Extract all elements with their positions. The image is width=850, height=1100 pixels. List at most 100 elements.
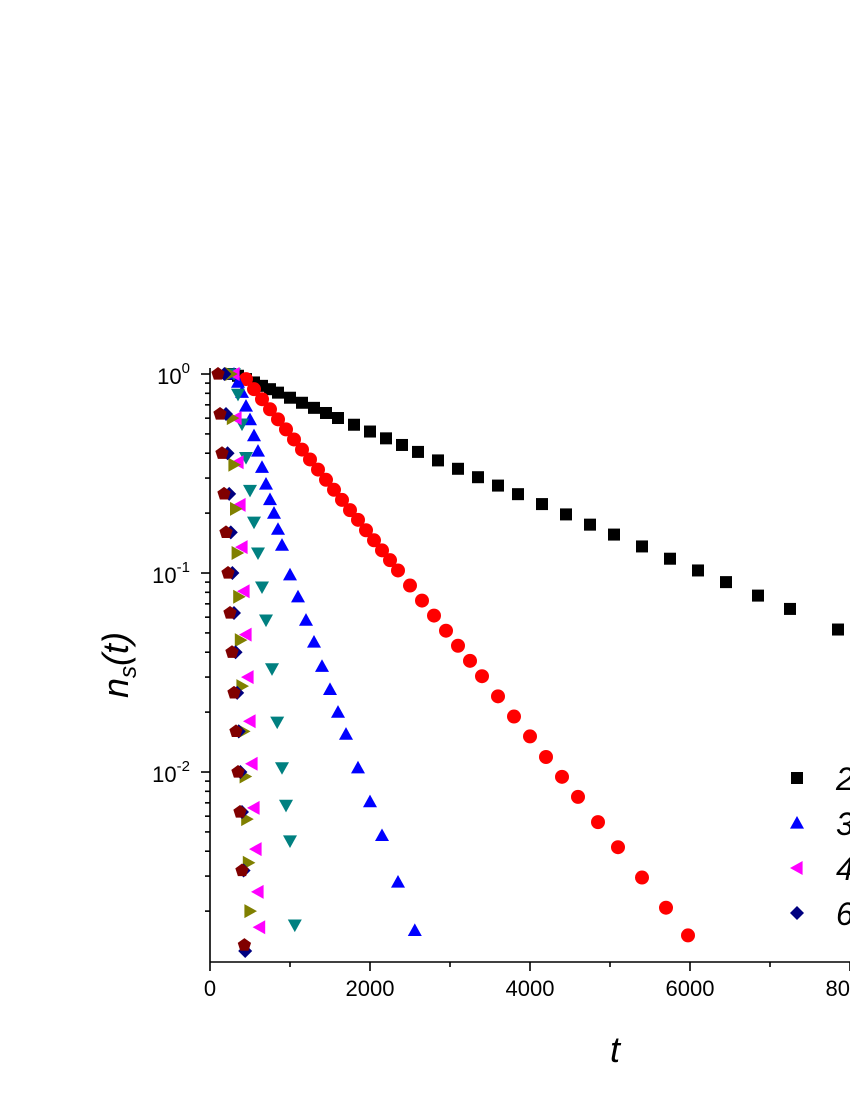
- marker: [512, 488, 524, 501]
- marker: [635, 870, 649, 885]
- marker: [452, 462, 464, 475]
- marker: [221, 566, 235, 579]
- marker: [283, 835, 297, 849]
- marker: [251, 547, 265, 561]
- marker: [320, 406, 332, 419]
- y-tick-base: 10: [152, 762, 176, 787]
- marker: [223, 605, 237, 619]
- marker: [234, 633, 248, 648]
- legend-symbol: [790, 816, 804, 829]
- marker: [332, 412, 344, 425]
- marker: [343, 503, 357, 518]
- marker: [319, 472, 333, 487]
- marker: [225, 645, 239, 658]
- marker: [227, 685, 241, 699]
- marker: [291, 589, 305, 603]
- marker: [427, 608, 441, 623]
- marker: [375, 828, 389, 842]
- marker: [451, 638, 465, 653]
- x-tick-label: 6000: [666, 976, 715, 1001]
- marker: [263, 492, 277, 506]
- y-tick-base: 10: [157, 364, 181, 389]
- x-tick-label: 0: [204, 976, 216, 1001]
- marker: [308, 401, 320, 414]
- marker: [287, 919, 302, 933]
- marker: [235, 863, 249, 877]
- marker: [271, 522, 285, 535]
- marker: [259, 614, 273, 628]
- marker: [363, 794, 377, 808]
- marker: [752, 589, 764, 602]
- marker: [211, 367, 225, 380]
- marker: [243, 484, 257, 498]
- y-tick-exp: 0: [182, 360, 190, 377]
- marker: [659, 900, 673, 915]
- marker: [235, 540, 248, 555]
- marker: [584, 518, 596, 531]
- marker: [507, 709, 521, 724]
- marker: [247, 800, 260, 815]
- legend-symbol: [791, 772, 803, 784]
- marker: [415, 593, 429, 608]
- marker: [231, 546, 245, 561]
- marker: [239, 452, 253, 465]
- marker: [439, 623, 453, 638]
- marker: [255, 460, 269, 473]
- marker: [536, 498, 548, 511]
- marker: [412, 445, 424, 458]
- marker: [255, 392, 269, 407]
- y-tick-exp: -1: [177, 559, 190, 576]
- marker: [275, 538, 289, 551]
- marker: [560, 508, 572, 521]
- marker: [692, 564, 704, 577]
- marker: [608, 528, 620, 541]
- marker: [491, 689, 505, 704]
- marker: [832, 623, 844, 636]
- marker: [237, 584, 250, 599]
- marker: [295, 442, 309, 457]
- marker: [367, 533, 381, 548]
- marker: [472, 471, 484, 484]
- marker: [391, 563, 405, 578]
- marker: [283, 567, 297, 581]
- marker: [251, 884, 264, 899]
- marker: [239, 627, 252, 642]
- marker: [233, 497, 246, 512]
- marker: [407, 923, 422, 936]
- marker: [244, 904, 257, 919]
- marker: [215, 446, 229, 459]
- marker: [720, 576, 732, 589]
- marker: [247, 516, 261, 530]
- marker: [331, 705, 345, 718]
- marker: [263, 402, 277, 417]
- legend-label: 2: [835, 761, 850, 797]
- marker: [523, 729, 537, 744]
- marker: [252, 920, 266, 935]
- marker: [383, 553, 397, 568]
- marker: [636, 540, 648, 553]
- marker: [475, 669, 489, 684]
- marker: [243, 714, 256, 729]
- marker: [299, 613, 313, 626]
- marker: [432, 454, 444, 467]
- marker: [279, 422, 293, 437]
- y-tick-label: 100: [157, 360, 190, 389]
- marker: [303, 452, 317, 467]
- marker: [247, 428, 261, 442]
- marker: [272, 386, 284, 399]
- marker: [555, 769, 569, 784]
- marker: [351, 760, 365, 774]
- y-axis-title: ns(t): [95, 632, 142, 698]
- marker: [251, 444, 265, 457]
- marker: [230, 501, 243, 516]
- marker: [271, 412, 285, 427]
- marker: [539, 749, 553, 764]
- y-tick-exp: -2: [177, 758, 190, 775]
- marker: [239, 399, 253, 412]
- marker: [275, 762, 289, 775]
- legend-label: 3: [836, 806, 850, 842]
- marker: [279, 799, 293, 813]
- marker: [270, 716, 285, 730]
- marker: [311, 462, 325, 477]
